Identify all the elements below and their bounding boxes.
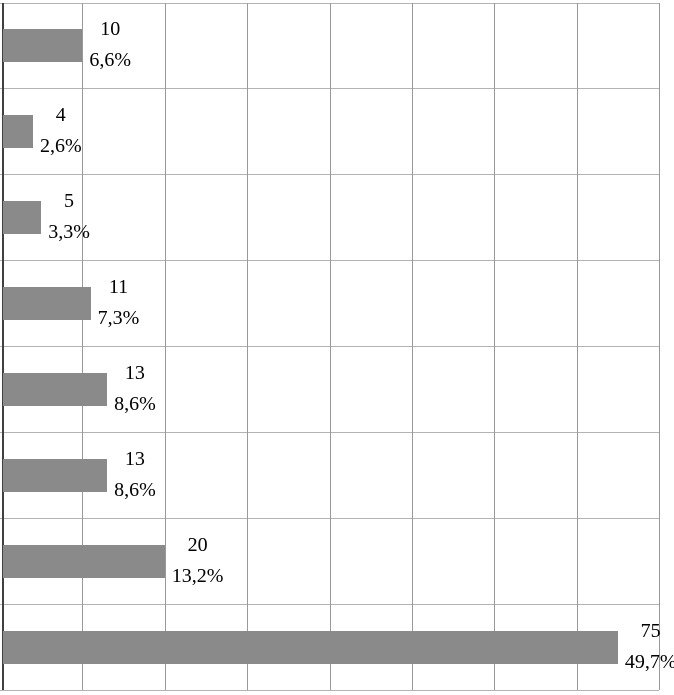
bar-value-label: 13 [124,362,145,385]
bar [3,458,108,492]
bar-value-label: 5 [64,190,75,213]
grid-vline [576,2,578,690]
bar [3,114,33,148]
bar-value-label: 11 [108,276,129,299]
bar-label: 13 8,6% [114,358,156,420]
bar-value-label: 75 [640,620,661,643]
bar-value-label: 13 [124,448,145,471]
bar-percent-label: 7,3% [97,307,140,330]
bar [3,200,42,234]
grid-vline [164,2,166,690]
bar-percent-label: 13,2% [171,565,224,588]
grid-vline [82,2,84,690]
bar-percent-label: 8,6% [114,393,156,416]
grid-vline [411,2,413,690]
bar [3,544,165,578]
bar-percent-label: 6,6% [89,49,132,72]
bar-label: 75 49,7% [625,616,674,678]
bar-percent-label: 3,3% [48,221,90,244]
bar [3,372,108,406]
bar-label: 4 2,6% [40,100,82,162]
bar-percent-label: 2,6% [39,135,82,158]
grid-vline [494,2,496,690]
bar-value-label: 20 [187,534,208,557]
bar-label: 11 7,3% [98,272,140,334]
grid-hline [0,690,659,691]
bar [3,286,91,320]
bar-percent-label: 49,7% [624,651,674,674]
bar-label: 5 3,3% [48,186,90,248]
bar-label: 20 13,2% [172,530,224,592]
bar-label: 10 6,6% [89,14,131,76]
grid-vline [247,2,249,690]
y-axis-line [2,2,4,690]
grid-vline [659,2,660,690]
bar [3,28,83,62]
bar [3,630,618,664]
grid-vline [329,2,331,690]
bar-percent-label: 8,6% [114,479,156,502]
bar-value-label: 10 [100,18,121,41]
bar-value-label: 4 [55,104,66,127]
bar-label: 13 8,6% [114,444,156,506]
